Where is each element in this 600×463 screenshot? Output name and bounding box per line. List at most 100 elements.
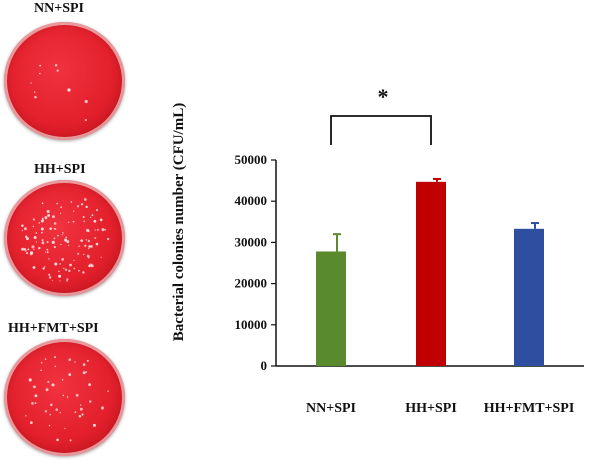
colony-dot [59, 262, 62, 265]
colony-dot [84, 118, 87, 122]
colony-dot [86, 228, 90, 232]
colony-dot [57, 234, 59, 237]
colony-dot [48, 276, 52, 279]
colony-dot [69, 439, 72, 442]
colony-dot [82, 363, 86, 366]
y-tick-label: 50000 [235, 152, 268, 167]
colony-dot [51, 279, 53, 281]
colony-dot [65, 236, 68, 239]
colony-dot [25, 414, 27, 417]
colony-dot [27, 248, 30, 251]
colony-dot [41, 239, 44, 242]
colony-dot [76, 205, 80, 208]
y-tick-label: 0 [261, 358, 268, 373]
colony-dot [30, 421, 33, 425]
y-tick-label: 20000 [235, 276, 268, 291]
colony-dot [49, 227, 52, 230]
colony-dot [84, 244, 87, 247]
y-axis-label: Bacterial colonies number (CFU/mL) [171, 103, 187, 341]
colony-dot [68, 358, 72, 362]
plate-label-hh-fmt-spi: HH+FMT+SPI [8, 321, 99, 336]
colony-dot [79, 404, 82, 406]
colony-dot [101, 228, 105, 232]
colony-dot [106, 237, 110, 241]
colony-dot [72, 220, 75, 223]
colony-dot [40, 369, 42, 372]
colony-dot [21, 247, 25, 251]
colonies-nn-spi [30, 64, 88, 122]
colony-dot [46, 240, 49, 244]
colony-dot [96, 209, 98, 212]
colonies-hh-spi [21, 198, 110, 282]
colony-dot [78, 269, 80, 272]
colony-dot [31, 402, 34, 405]
colony-dot [74, 361, 76, 363]
colony-dot [24, 249, 27, 252]
bar [514, 228, 544, 366]
colony-dot [38, 246, 41, 250]
colony-dot [32, 266, 36, 269]
colony-dot [80, 203, 84, 206]
colony-dot [100, 256, 102, 258]
colony-dot [95, 242, 99, 246]
colony-dot [69, 263, 72, 267]
colony-dot [24, 235, 28, 238]
colony-dot [91, 214, 94, 217]
colony-dot [99, 218, 103, 222]
colony-dot [68, 373, 72, 376]
colony-dot [78, 414, 82, 418]
colony-dot [51, 240, 55, 245]
colony-dot [31, 245, 35, 249]
colony-dot [87, 247, 90, 250]
colony-dot [54, 64, 58, 67]
colony-dot [39, 72, 41, 75]
colony-dot [88, 245, 91, 248]
y-tick-label: 30000 [235, 234, 268, 249]
colony-dot [53, 227, 55, 230]
colony-dot [54, 365, 56, 367]
colony-dot [53, 245, 56, 249]
colony-dot [48, 273, 51, 276]
x-tick-label: HH+SPI [405, 401, 457, 416]
colony-dot [41, 241, 45, 245]
colony-dot [33, 236, 37, 240]
colony-dot [39, 64, 42, 67]
colony-dot [35, 241, 38, 243]
colony-dot [100, 406, 105, 410]
colony-dot [47, 380, 50, 383]
colony-dot [51, 383, 55, 387]
colony-dot [82, 271, 85, 274]
plate-nn-spi [4, 22, 125, 140]
colony-dot [42, 267, 45, 270]
colony-dot [56, 438, 59, 442]
colony-dot [35, 232, 38, 234]
colony-dot [78, 245, 80, 247]
colony-dot [67, 88, 71, 92]
colony-dot [54, 262, 58, 266]
bar [416, 181, 446, 366]
bar [316, 251, 346, 366]
colony-dot [55, 408, 59, 411]
plate-hh-fmt-spi [4, 339, 125, 456]
colony-dot [67, 221, 70, 223]
colony-dot [79, 407, 83, 411]
colony-dot [64, 427, 66, 430]
colony-dot [83, 220, 86, 223]
colony-dot [34, 394, 38, 398]
colony-dot [48, 258, 50, 260]
colony-dot [34, 95, 37, 99]
colony-dot [47, 214, 50, 217]
colony-dot [44, 358, 47, 360]
colony-dot [40, 361, 43, 364]
colony-dot [87, 239, 91, 243]
colony-dot [49, 413, 52, 416]
colony-dot [29, 252, 33, 256]
colony-dot [94, 236, 97, 240]
colony-dot [58, 274, 62, 278]
colony-dot [82, 216, 85, 218]
significance-star: * [378, 84, 389, 109]
colony-dot [85, 205, 88, 209]
colony-dot [32, 218, 35, 221]
colony-dot [53, 237, 56, 240]
